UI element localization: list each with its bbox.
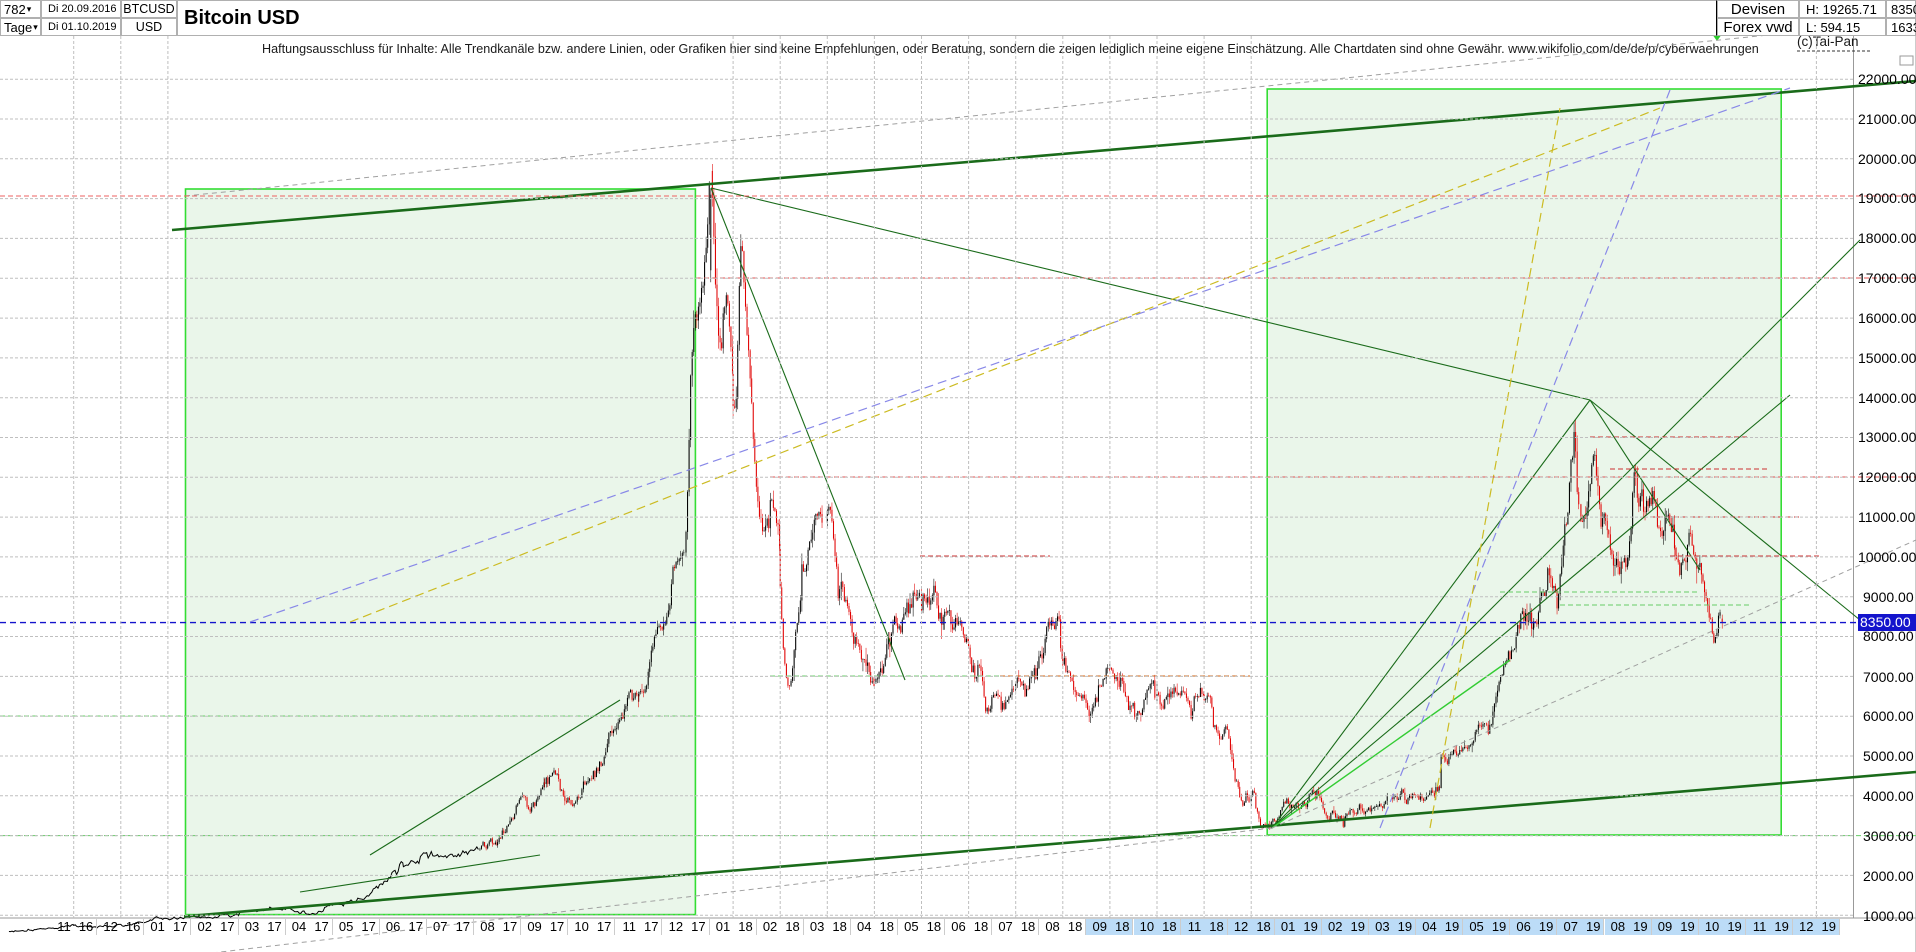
svg-text:Haftungsausschluss für Inhalte: Haftungsausschluss für Inhalte: Alle Tre… bbox=[262, 42, 1759, 56]
svg-text:(c)Tai-Pan: (c)Tai-Pan bbox=[1797, 34, 1859, 49]
